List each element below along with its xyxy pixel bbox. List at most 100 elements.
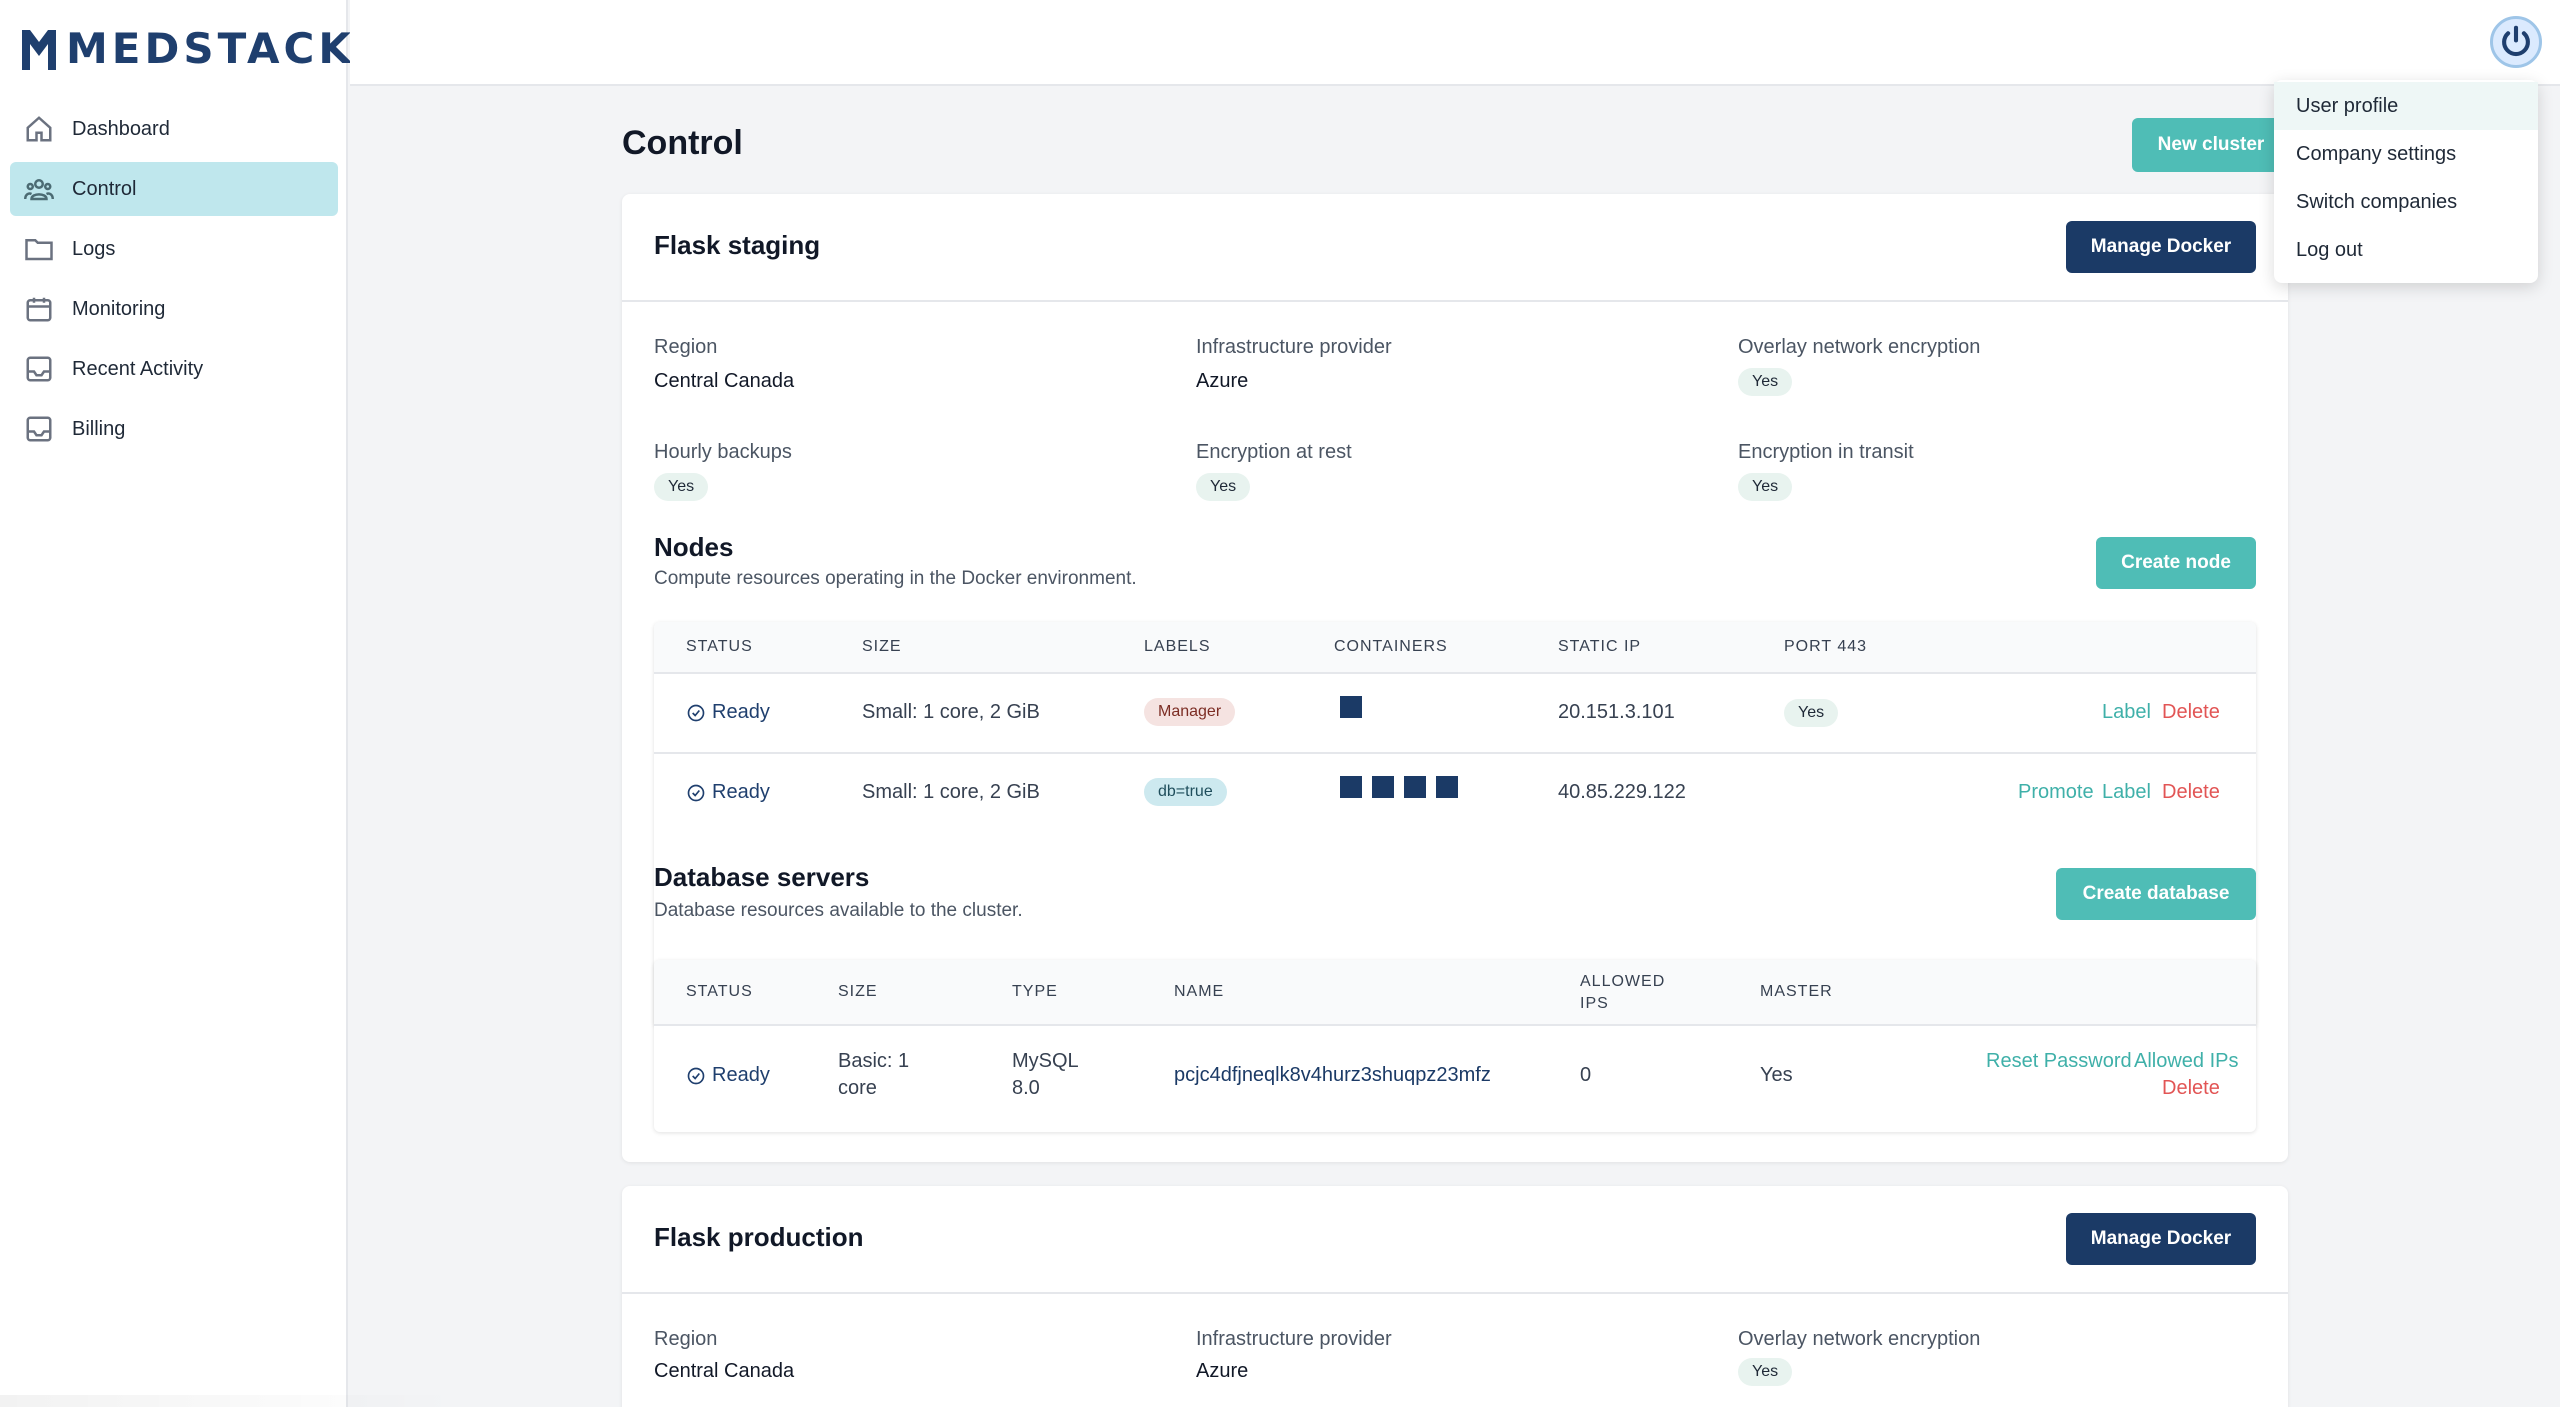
menu-item-log-out[interactable]: Log out (2296, 238, 2363, 261)
allowed-ips-link[interactable]: Allowed IPs (2134, 1050, 2239, 1072)
sidebar-item-label: Recent Activity (72, 357, 204, 380)
top-bar (350, 0, 2560, 86)
label-link[interactable]: Label (2102, 781, 2151, 803)
cluster-card: Flask production Manage Docker Region Ce… (622, 1186, 2288, 1407)
master-value: Yes (1760, 1064, 1793, 1086)
inbox-icon (26, 356, 52, 382)
database-servers-subtitle: Database resources available to the clus… (654, 900, 1023, 921)
nodes-title: Nodes (654, 532, 734, 562)
sidebar: MEDSTACK Dashboard Control Logs Monitori… (0, 0, 351, 1407)
page-title: Control (622, 124, 743, 162)
column-header: PORT 443 (1784, 638, 1868, 655)
scroll-shadow (0, 1395, 460, 1407)
cluster-name: Flask staging (654, 230, 821, 260)
user-menu-button[interactable] (2490, 16, 2542, 68)
container-square (1436, 776, 1458, 798)
nodes-table-header: STATUS SIZE LABELS CONTAINERS STATIC IP … (654, 622, 2256, 674)
node-size: Small: 1 core, 2 GiB (862, 701, 1040, 723)
brand-logo[interactable]: MEDSTACK (20, 24, 355, 73)
table-row: Ready Basic: 1 core MySQL 8.0 pcjc4dfjne… (654, 1026, 2256, 1130)
sidebar-item-dashboard[interactable]: Dashboard (10, 102, 338, 156)
cluster-card: Flask staging Manage Docker Region Centr… (622, 194, 2288, 1162)
manage-docker-button[interactable]: Manage Docker (2066, 221, 2256, 273)
sidebar-item-billing[interactable]: Billing (10, 402, 338, 456)
create-database-button[interactable]: Create database (2056, 868, 2256, 920)
reset-password-link[interactable]: Reset Password (1986, 1050, 2132, 1072)
column-header: MASTER (1760, 983, 1833, 1000)
database-table: STATUS SIZE TYPE NAME ALLOWED IPS MASTER… (654, 960, 2256, 1132)
provider-value: Azure (1196, 1360, 1249, 1382)
container-square (1340, 696, 1362, 718)
check-circle-icon (687, 784, 705, 801)
db-name-link[interactable]: pcjc4dfjneqlk8v4hurz3shuqpz23mfz (1174, 1064, 1491, 1086)
promote-link[interactable]: Promote (2018, 781, 2094, 803)
region-value: Central Canada (654, 1360, 795, 1382)
region-label: Region (654, 1328, 718, 1350)
status-text: Ready (712, 701, 770, 723)
sidebar-item-label: Control (72, 177, 137, 200)
label-link[interactable]: Label (2102, 701, 2151, 723)
column-header: SIZE (862, 638, 902, 655)
cluster-name: Flask production (654, 1222, 864, 1252)
menu-item-switch-companies[interactable]: Switch companies (2296, 190, 2458, 213)
encryption-rest-badge: Yes (1196, 473, 1251, 501)
node-label-badge: db=true (1144, 778, 1227, 806)
sidebar-item-recent-activity[interactable]: Recent Activity (10, 342, 338, 396)
table-row: Ready Small: 1 core, 2 GiB Manager 20.15… (654, 674, 2256, 754)
sidebar-item-label: Monitoring (72, 297, 166, 320)
column-header: NAME (1174, 983, 1225, 1000)
overlay-encryption-label: Overlay network encryption (1738, 1328, 1981, 1350)
overlay-encryption-badge: Yes (1738, 1358, 1793, 1386)
status-text: Ready (712, 1064, 770, 1086)
port-443-badge: Yes (1784, 699, 1839, 727)
power-icon (2502, 25, 2530, 57)
inbox-icon (26, 416, 52, 442)
db-type-line1: MySQL (1012, 1050, 1079, 1072)
brand-name: MEDSTACK (66, 24, 355, 73)
status-ready: Ready (686, 781, 770, 804)
overlay-encryption-badge: Yes (1738, 368, 1793, 396)
nodes-subtitle: Compute resources operating in the Docke… (654, 568, 1137, 589)
static-ip: 20.151.3.101 (1558, 701, 1675, 723)
database-table-header: STATUS SIZE TYPE NAME ALLOWED IPS MASTER (654, 960, 2256, 1026)
sidebar-item-label: Logs (72, 237, 116, 260)
column-header: STATUS (686, 638, 753, 655)
column-header: ALLOWED IPS (1580, 973, 1666, 1012)
region-label: Region (654, 336, 718, 358)
delete-link[interactable]: Delete (2162, 1077, 2220, 1099)
provider-label: Infrastructure provider (1196, 1328, 1392, 1350)
sidebar-item-logs[interactable]: Logs (10, 222, 338, 276)
hourly-backups-label: Hourly backups (654, 441, 792, 463)
cluster-card-header: Flask staging Manage Docker (622, 194, 2288, 302)
menu-item-user-profile[interactable]: User profile (2274, 82, 2538, 130)
status-ready: Ready (686, 1064, 770, 1087)
delete-link[interactable]: Delete (2162, 781, 2220, 803)
region-value: Central Canada (654, 370, 795, 392)
db-type-line2: 8.0 (1012, 1077, 1040, 1099)
provider-value: Azure (1196, 370, 1249, 392)
delete-link[interactable]: Delete (2162, 701, 2220, 723)
column-header: STATUS (686, 983, 753, 1000)
sidebar-item-label: Billing (72, 417, 126, 440)
create-node-button[interactable]: Create node (2096, 537, 2256, 589)
allowed-ips-count: 0 (1580, 1064, 1592, 1086)
cluster-card-header: Flask production Manage Docker (622, 1186, 2288, 1294)
column-header: STATIC IP (1558, 638, 1642, 655)
manage-docker-button[interactable]: Manage Docker (2066, 1213, 2256, 1265)
home-icon (26, 116, 52, 142)
calendar-icon (26, 297, 52, 322)
sidebar-item-control[interactable]: Control (10, 162, 338, 216)
users-icon (24, 179, 54, 201)
node-size: Small: 1 core, 2 GiB (862, 781, 1040, 803)
user-menu-dropdown: User profile Company settings Switch com… (2274, 80, 2538, 283)
status-ready: Ready (686, 701, 770, 724)
menu-item-company-settings[interactable]: Company settings (2296, 142, 2457, 165)
sidebar-item-monitoring[interactable]: Monitoring (10, 282, 338, 336)
hourly-backups-badge: Yes (654, 473, 709, 501)
column-header: LABELS (1144, 638, 1211, 655)
new-cluster-button[interactable]: New cluster (2132, 118, 2290, 172)
folder-icon (25, 239, 53, 261)
encryption-transit-label: Encryption in transit (1738, 441, 1914, 463)
static-ip: 40.85.229.122 (1558, 781, 1686, 803)
node-label-badge: Manager (1144, 698, 1236, 726)
